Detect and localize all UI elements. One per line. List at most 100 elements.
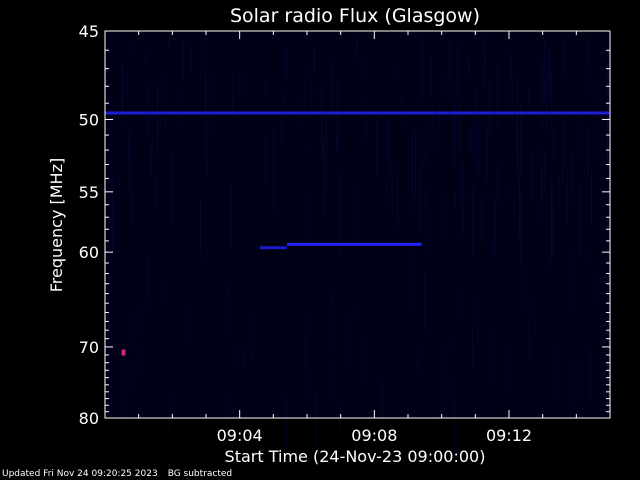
noise-stripe	[454, 187, 456, 210]
noise-stripe	[173, 262, 175, 297]
noise-stripe	[146, 259, 148, 272]
chart-title: Solar radio Flux (Glasgow)	[230, 5, 480, 27]
noise-stripe	[440, 192, 442, 238]
noise-stripe	[410, 195, 412, 220]
noise-stripe	[479, 116, 481, 175]
noise-stripe	[454, 338, 456, 349]
noise-stripe	[139, 299, 140, 338]
noise-stripe	[438, 259, 440, 280]
noise-stripe	[185, 297, 187, 349]
noise-stripe	[273, 141, 275, 213]
noise-stripe	[486, 125, 488, 184]
noise-stripe	[330, 59, 332, 117]
noise-stripe	[313, 85, 315, 97]
noise-stripe	[459, 158, 461, 211]
noise-stripe	[200, 199, 201, 250]
noise-stripe	[335, 134, 337, 154]
noise-stripe	[301, 91, 303, 130]
noise-stripe	[332, 300, 334, 357]
noise-stripe	[283, 91, 285, 115]
noise-stripe	[126, 71, 128, 96]
noise-stripe	[540, 144, 542, 223]
noise-stripe	[228, 281, 230, 335]
noise-stripe	[547, 251, 549, 278]
noise-stripe	[571, 150, 573, 206]
noise-stripe	[164, 116, 166, 127]
noise-stripe	[205, 73, 206, 115]
noise-stripe	[366, 97, 368, 143]
x-axis-label: Start Time (24-Nov-23 09:00:00)	[225, 447, 486, 466]
noise-stripe	[166, 257, 168, 272]
noise-stripe	[497, 63, 499, 131]
noise-stripe	[233, 338, 235, 370]
noise-stripe	[526, 353, 528, 411]
noise-stripe	[491, 104, 493, 132]
noise-stripe	[191, 44, 193, 74]
noise-stripe	[519, 172, 520, 236]
noise-stripe	[132, 38, 134, 56]
noise-stripe	[145, 49, 147, 66]
emission-band	[259, 246, 287, 250]
noise-stripe	[425, 120, 427, 167]
noise-stripe	[573, 245, 575, 313]
noise-stripe	[285, 44, 287, 79]
noise-stripe	[251, 346, 253, 362]
noise-stripe	[339, 396, 341, 434]
noise-stripe	[470, 187, 472, 200]
noise-stripe	[480, 194, 482, 245]
noise-stripe	[504, 343, 506, 394]
noise-stripe	[565, 189, 567, 226]
noise-stripe	[291, 292, 293, 327]
noise-stripe	[391, 344, 393, 408]
noise-stripe	[393, 59, 395, 84]
noise-stripe	[228, 269, 230, 302]
noise-stripe	[439, 370, 441, 436]
noise-stripe	[453, 101, 455, 168]
noise-stripe	[250, 306, 252, 363]
noise-stripe	[151, 141, 153, 180]
noise-stripe	[171, 150, 172, 224]
noise-stripe	[457, 40, 459, 99]
noise-stripe	[112, 174, 114, 249]
noise-stripe	[323, 139, 325, 213]
noise-stripe	[578, 350, 580, 370]
noise-stripe	[148, 84, 149, 138]
noise-stripe	[423, 268, 425, 334]
update-timestamp: Updated Fri Nov 24 09:20:25 2023	[2, 469, 158, 479]
noise-stripe	[123, 373, 125, 436]
noise-stripe	[148, 260, 150, 315]
noise-stripe	[454, 80, 456, 141]
noise-stripe	[489, 79, 491, 90]
noise-stripe	[493, 330, 495, 390]
noise-stripe	[419, 345, 421, 358]
noise-stripe	[230, 180, 232, 248]
noise-stripe	[472, 322, 473, 372]
noise-stripe	[459, 287, 460, 324]
noise-stripe	[207, 248, 208, 269]
noise-stripe	[511, 49, 513, 124]
noise-stripe	[564, 40, 565, 77]
noise-stripe	[127, 137, 129, 164]
noise-stripe	[558, 174, 560, 208]
noise-stripe	[446, 275, 448, 286]
noise-stripe	[535, 327, 537, 338]
noise-stripe	[417, 355, 419, 376]
noise-stripe	[551, 186, 553, 259]
noise-stripe	[562, 110, 564, 182]
noise-stripe	[544, 149, 546, 194]
noise-stripe	[515, 72, 517, 147]
y-tick-label: 80	[79, 409, 99, 428]
emission-spot	[121, 349, 126, 356]
noise-stripe	[586, 43, 588, 67]
plot-frame	[104, 30, 611, 419]
x-tick-label: 09:04	[217, 426, 263, 445]
noise-stripe	[442, 358, 444, 419]
noise-stripe	[441, 69, 443, 99]
noise-stripe	[309, 80, 311, 116]
noise-stripe	[401, 92, 403, 126]
noise-stripe	[162, 339, 164, 395]
bg-subtracted-note: BG subtracted	[167, 469, 233, 479]
noise-stripe	[473, 185, 475, 255]
noise-stripe	[548, 51, 550, 83]
noise-stripe	[454, 393, 456, 457]
